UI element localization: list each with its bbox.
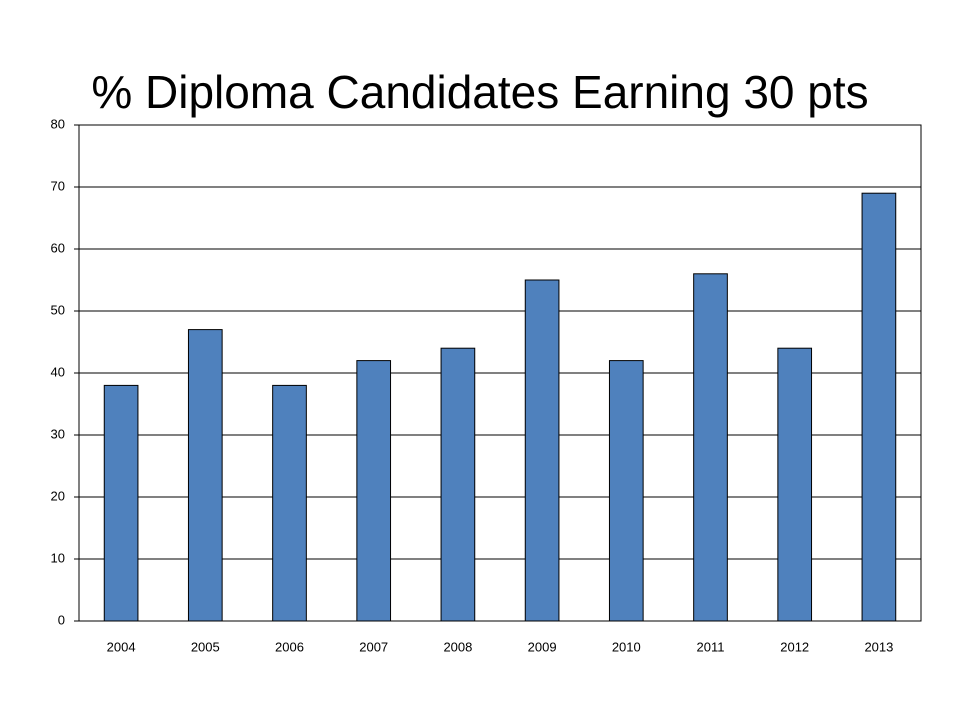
bar (608, 360, 644, 622)
bar (103, 384, 139, 622)
x-tick-label: 2009 (528, 639, 557, 654)
y-tick-label: 40 (51, 364, 65, 379)
y-tick-label: 80 (51, 116, 65, 131)
y-tick-label: 60 (51, 240, 65, 255)
bar (861, 192, 897, 622)
bar (777, 347, 813, 622)
bar (356, 360, 392, 622)
bar (693, 273, 728, 622)
x-tick-label: 2005 (191, 639, 220, 654)
y-tick-label: 70 (51, 178, 65, 193)
x-tick-label: 2013 (864, 639, 893, 654)
y-tick-label: 0 (58, 612, 65, 627)
x-tick-label: 2012 (780, 639, 809, 654)
x-tick-label: 2006 (275, 639, 304, 654)
y-tick-label: 50 (51, 302, 65, 317)
x-tick-label: 2007 (359, 639, 388, 654)
y-tick-label: 30 (51, 426, 65, 441)
chart-title: % Diploma Candidates Earning 30 pts (91, 66, 868, 118)
x-tick-label: 2004 (107, 639, 136, 654)
bar (524, 279, 560, 622)
y-tick-label: 20 (51, 488, 65, 503)
bar (187, 329, 223, 622)
y-tick-label: 10 (51, 550, 65, 565)
x-tick-label: 2008 (443, 639, 472, 654)
x-tick-label: 2010 (612, 639, 641, 654)
bar (272, 384, 307, 622)
bar (440, 347, 476, 622)
x-tick-label: 2011 (697, 639, 725, 654)
